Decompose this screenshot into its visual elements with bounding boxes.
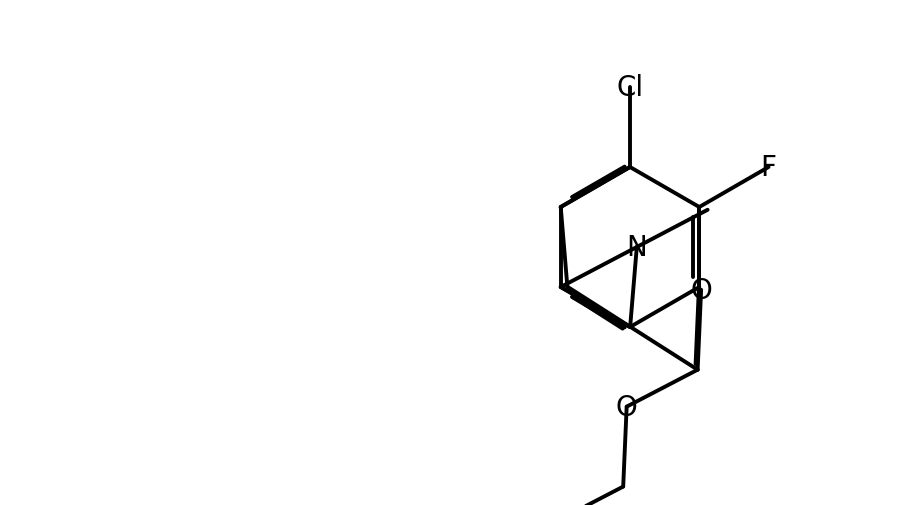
Text: N: N [626, 233, 647, 262]
Text: Cl: Cl [616, 74, 643, 102]
Text: F: F [760, 154, 776, 182]
Text: O: O [690, 276, 712, 304]
Text: O: O [615, 393, 638, 421]
